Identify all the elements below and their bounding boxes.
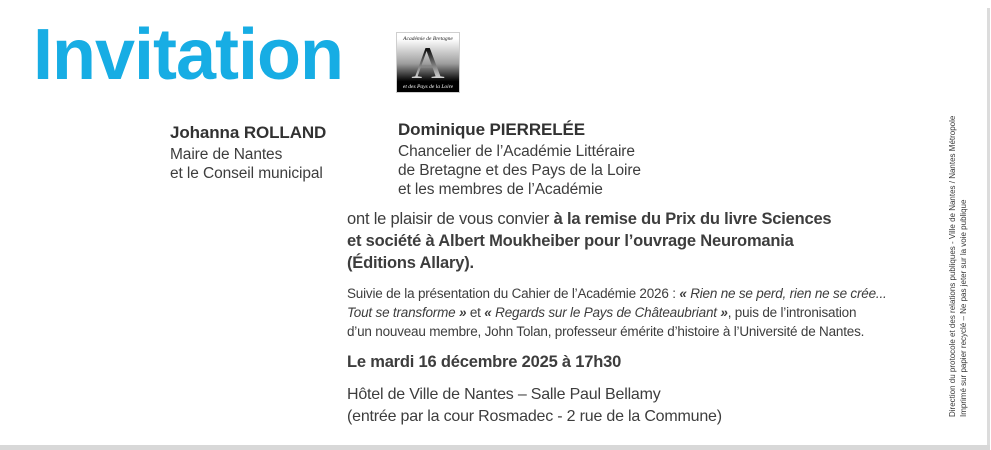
page-edge-right	[987, 8, 990, 445]
event-details: ont le plaisir de vous convier à la remi…	[347, 208, 991, 428]
program-rest: , puis de l’intronisation d’un nouveau m…	[347, 305, 865, 339]
quote2-text: Regards sur le Pays de Châteaubriant	[495, 305, 717, 320]
host-mayor-block: Johanna ROLLAND Maire de Nantes et le Co…	[170, 123, 326, 183]
event-date: Le mardi 16 décembre 2025 à 17h30	[347, 353, 622, 371]
invite-text-regular: ont le plaisir de vous convier	[347, 210, 554, 228]
host-chancelier-title: Chancelier de l’Académie Littéraire	[398, 143, 635, 160]
page-edge-bottom	[0, 445, 990, 450]
host-chancelier-title2: de Bretagne et des Pays de la Loire	[398, 162, 641, 179]
quote1-text: Rien ne se perd, rien ne se crée... Tout…	[347, 286, 887, 320]
quote1-open: «	[679, 286, 691, 301]
print-credits: Direction du protocole et des relations …	[947, 81, 969, 417]
academie-logo: Académie de Bretagne A et des Pays de la…	[396, 32, 460, 93]
credit-line: Direction du protocole et des relations …	[948, 115, 957, 417]
program-intro: Suivie de la présentation du Cahier de l…	[347, 286, 680, 301]
print-line: Imprimé sur papier recyclé – Ne pas jete…	[959, 199, 968, 417]
host-chancelier-block: Dominique PIERRELÉE Chancelier de l’Acad…	[398, 120, 641, 199]
program-and: et	[466, 305, 485, 320]
venue-line2: (entrée par la cour Rosmadec - 2 rue de …	[347, 408, 722, 425]
program-paragraph: Suivie de la présentation du Cahier de l…	[347, 284, 991, 341]
logo-bottom-label: et des Pays de la Loire	[402, 84, 454, 90]
event-venue: Hôtel de Ville de Nantes – Salle Paul Be…	[347, 384, 991, 428]
logo-top-label: Académie de Bretagne	[403, 36, 453, 42]
invite-text-bold: à la remise du Prix du livre Sciences et…	[347, 210, 832, 272]
logo-letter-a: A	[397, 40, 459, 86]
invite-paragraph: ont le plaisir de vous convier à la remi…	[347, 208, 991, 274]
quote2-close: »	[716, 305, 728, 320]
host-chancelier-title3: et les membres de l’Académie	[398, 181, 603, 198]
host-mayor-name: Johanna ROLLAND	[170, 123, 327, 142]
host-mayor-title2: et le Conseil municipal	[170, 165, 323, 182]
venue-line1: Hôtel de Ville de Nantes – Salle Paul Be…	[347, 386, 661, 403]
host-chancelier-name: Dominique PIERRELÉE	[398, 120, 586, 139]
page-title: Invitation	[33, 15, 344, 95]
quote1-close: »	[455, 305, 467, 320]
host-mayor-title: Maire de Nantes	[170, 146, 283, 163]
quote2-open: «	[484, 305, 496, 320]
